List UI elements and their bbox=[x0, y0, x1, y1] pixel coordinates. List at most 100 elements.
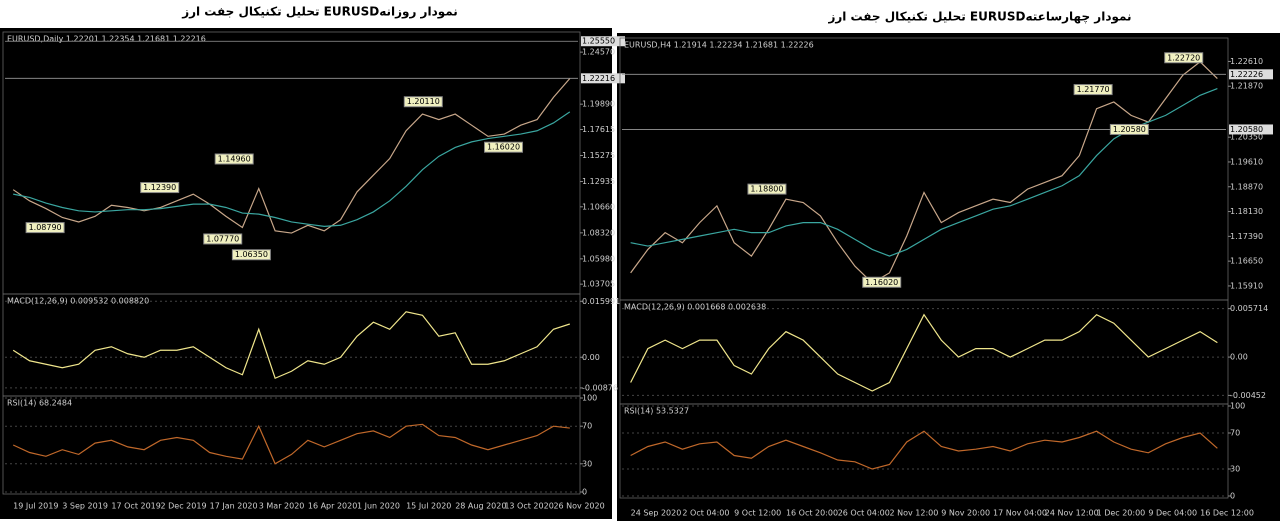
y-tick-label: -0.00452 bbox=[1230, 391, 1266, 400]
x-tick-label: 2 Nov 12:00 bbox=[889, 509, 938, 518]
price-line bbox=[12, 78, 571, 234]
rsi-line bbox=[12, 423, 570, 465]
x-tick-label: 16 Dec 12:00 bbox=[1200, 509, 1254, 518]
annotation-label: 1.06350 bbox=[235, 250, 268, 259]
y-tick-label: 1.05980 bbox=[582, 254, 615, 263]
rsi-header: RSI(14) 68.2484 bbox=[7, 399, 72, 408]
panel-frame bbox=[2, 395, 581, 495]
y-tick-label: 1.22610 bbox=[1230, 57, 1263, 66]
x-tick-label: 17 Nov 04:00 bbox=[993, 509, 1047, 518]
y-tick-label: 1.21870 bbox=[1230, 82, 1263, 91]
annotation-label: 1.16020 bbox=[487, 143, 520, 152]
price-level-label: 1.22216 bbox=[582, 74, 615, 83]
x-tick-label: 2 Dec 2019 bbox=[161, 502, 207, 511]
annotation-box bbox=[1073, 84, 1113, 96]
x-tick-label: 9 Oct 12:00 bbox=[734, 509, 781, 518]
annotation-label: 1.18800 bbox=[750, 185, 783, 194]
right-chart-bg bbox=[617, 33, 1280, 521]
price-level-box bbox=[1229, 69, 1273, 80]
price-level-label: 1.25550 bbox=[582, 37, 615, 46]
annotation-box bbox=[140, 182, 180, 194]
y-tick-label: 1.18130 bbox=[1230, 207, 1263, 216]
y-tick-label: 100 bbox=[582, 394, 597, 403]
y-tick-label: 1.12935 bbox=[582, 177, 615, 186]
annotation-label: 1.21770 bbox=[1077, 85, 1110, 94]
x-tick-label: 15 Jul 2020 bbox=[406, 502, 451, 511]
macd-line bbox=[12, 311, 570, 380]
x-tick-label: 9 Dec 04:00 bbox=[1148, 509, 1197, 518]
y-tick-label: 1.03705 bbox=[582, 280, 615, 289]
annotation-label: 1.07770 bbox=[206, 234, 239, 243]
y-tick-label: 0.005714 bbox=[1230, 304, 1268, 313]
macd-header: MACD(12,26,9) 0.001668 0.002638 bbox=[624, 303, 766, 312]
annotation-box bbox=[747, 183, 787, 195]
y-tick-label: 0 bbox=[1230, 492, 1235, 501]
price-level-label: 1.22226 bbox=[1230, 70, 1263, 79]
moving-average bbox=[13, 111, 571, 227]
y-tick-label: 30 bbox=[1230, 465, 1240, 474]
x-tick-label: 16 Apr 2020 bbox=[308, 502, 357, 511]
x-tick-label: 13 Oct 2020 bbox=[504, 502, 553, 511]
x-tick-label: 19 Jul 2019 bbox=[13, 502, 58, 511]
annotation-box bbox=[203, 233, 243, 245]
x-tick-label: 17 Oct 2019 bbox=[111, 502, 160, 511]
annotation-label: 1.16020 bbox=[865, 278, 898, 287]
price-level-box bbox=[581, 73, 625, 84]
annotation-label: 1.20580 bbox=[1113, 125, 1146, 134]
x-tick-label: 28 Aug 2020 bbox=[455, 502, 506, 511]
y-tick-label: 0.00 bbox=[1230, 353, 1248, 362]
panel-frame bbox=[619, 403, 1229, 499]
x-tick-label: 3 Sep 2019 bbox=[62, 502, 108, 511]
y-tick-label: -0.00876 bbox=[582, 383, 618, 392]
annotation-box bbox=[862, 276, 902, 288]
price-level-box bbox=[1229, 124, 1273, 135]
annotation-box bbox=[231, 249, 271, 261]
x-tick-label: 26 Nov 2020 bbox=[553, 502, 604, 511]
annotation-box bbox=[1109, 123, 1149, 135]
x-tick-label: 17 Jan 2020 bbox=[210, 502, 258, 511]
y-tick-label: 1.17390 bbox=[1230, 232, 1263, 241]
chart-header: EURUSD,Daily 1.22201 1.22354 1.21681 1.2… bbox=[7, 35, 206, 44]
x-tick-label: 24 Nov 12:00 bbox=[1045, 509, 1099, 518]
annotation-label: 1.20110 bbox=[407, 97, 440, 106]
x-tick-label: 1 Dec 20:00 bbox=[1097, 509, 1146, 518]
left-chart-bg bbox=[0, 28, 612, 519]
annotation-label: 1.22720 bbox=[1167, 53, 1200, 62]
annotation-box bbox=[484, 141, 524, 153]
x-tick-label: 26 Oct 04:00 bbox=[838, 509, 890, 518]
x-tick-label: 1 Jun 2020 bbox=[357, 502, 400, 511]
y-tick-label: 1.10660 bbox=[582, 202, 615, 211]
y-tick-label: 30 bbox=[582, 459, 592, 468]
moving-average bbox=[630, 88, 1218, 257]
y-tick-label: 1.08320 bbox=[582, 228, 615, 237]
y-tick-label: 1.15275 bbox=[582, 151, 615, 160]
y-tick-label: 70 bbox=[582, 422, 592, 431]
y-tick-label: 1.20350 bbox=[1230, 133, 1263, 142]
rsi-header: RSI(14) 53.5327 bbox=[624, 407, 689, 416]
y-tick-label: 0.015991 bbox=[582, 297, 620, 306]
y-tick-label: 0 bbox=[582, 488, 587, 497]
annotation-box bbox=[25, 222, 65, 234]
y-tick-label: 70 bbox=[1230, 429, 1240, 438]
y-tick-label: 0.00 bbox=[582, 353, 600, 362]
annotation-label: 1.12390 bbox=[143, 183, 176, 192]
y-tick-label: 1.17615 bbox=[582, 125, 615, 134]
annotation-box bbox=[1164, 52, 1204, 64]
x-tick-label: 24 Sep 2020 bbox=[631, 509, 682, 518]
y-tick-label: 1.24570 bbox=[582, 48, 615, 57]
annotation-box bbox=[403, 96, 443, 108]
x-tick-label: 16 Oct 20:00 bbox=[786, 509, 838, 518]
chart-title: تحلیل تکنیکال جفت ارز EURUSDنمودار چهارس… bbox=[827, 10, 1131, 25]
price-level-label: 1.20580 bbox=[1230, 125, 1263, 134]
annotation-label: 1.14960 bbox=[218, 154, 251, 163]
x-tick-label: 3 Mar 2020 bbox=[259, 502, 305, 511]
y-tick-label: 1.15910 bbox=[1230, 281, 1263, 290]
y-tick-label: 1.18870 bbox=[1230, 182, 1263, 191]
macd-line bbox=[630, 313, 1218, 392]
y-tick-label: 1.19610 bbox=[1230, 157, 1263, 166]
annotation-box bbox=[214, 153, 254, 165]
rsi-line bbox=[630, 430, 1218, 470]
x-tick-label: 2 Oct 04:00 bbox=[682, 509, 729, 518]
